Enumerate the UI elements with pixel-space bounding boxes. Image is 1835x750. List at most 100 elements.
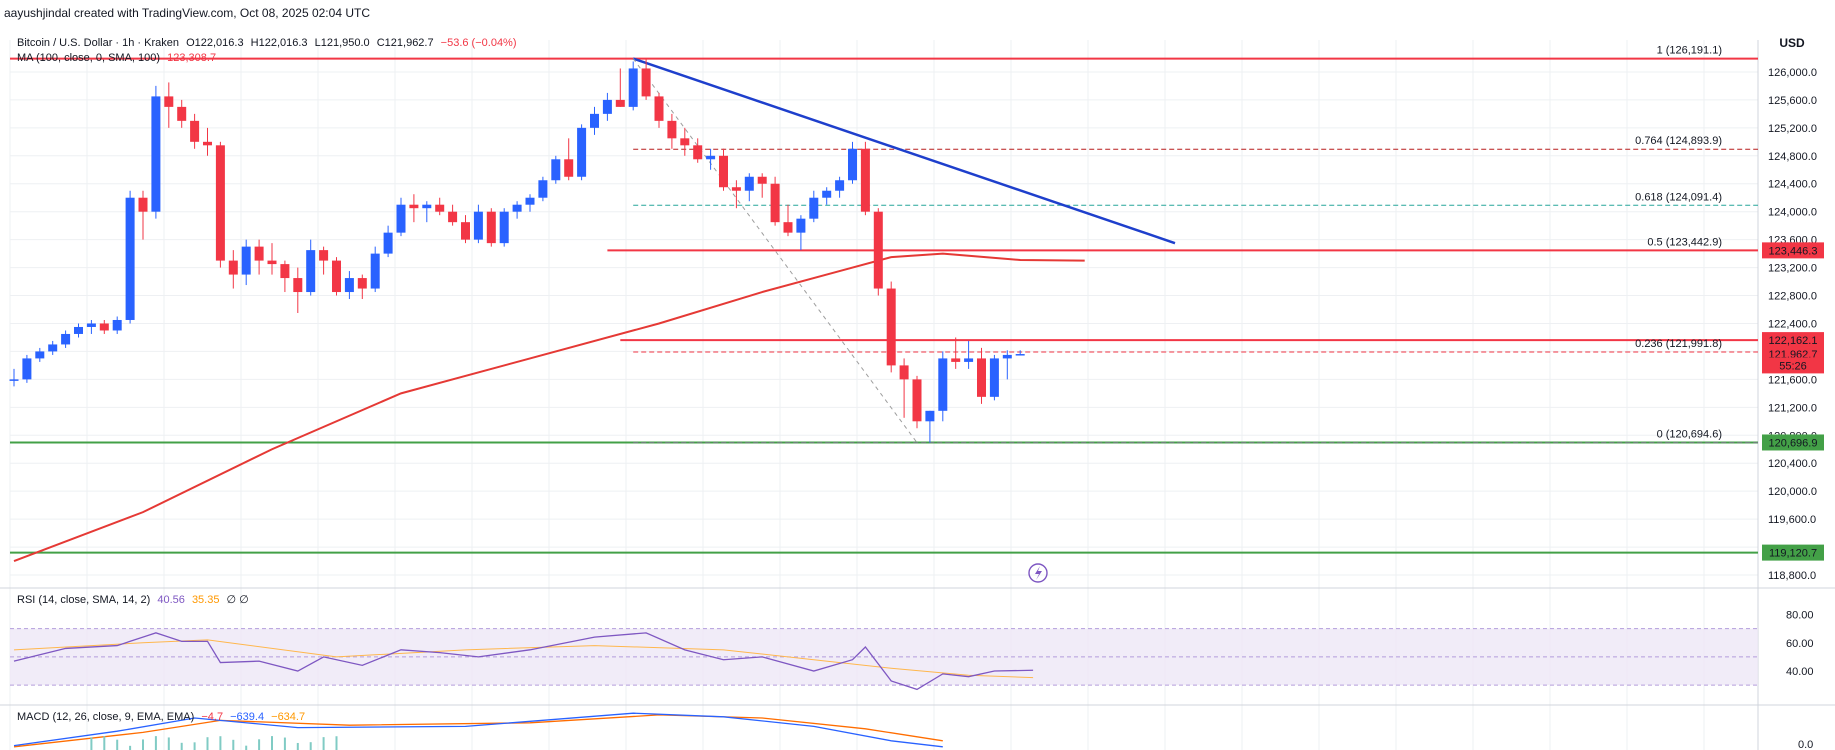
candle-body xyxy=(577,127,587,177)
candle-body xyxy=(693,145,703,160)
candle-body xyxy=(602,99,612,114)
candle-body xyxy=(951,358,961,362)
candle-body xyxy=(964,358,974,362)
currency-label[interactable]: USD xyxy=(1779,36,1805,50)
fib-level-label: 0 (120,694.6) xyxy=(1657,429,1722,441)
ohlc-open: O122,016.3 xyxy=(186,37,244,49)
rsi-line xyxy=(13,632,1034,691)
macd-legend[interactable]: MACD (12, 26, close, 9, EMA, EMA) −4.7 −… xyxy=(17,711,309,723)
drawings-layer xyxy=(632,57,1176,443)
macd-histogram-bar xyxy=(245,745,248,750)
fib-level-label: 0.5 (123,442.9) xyxy=(1647,237,1722,249)
price-tick-label: 121,600.0 xyxy=(1768,374,1817,386)
candle-body xyxy=(615,99,625,107)
candle-body xyxy=(344,278,354,293)
candle-body xyxy=(22,358,32,380)
candle-body xyxy=(525,197,535,205)
candle-body xyxy=(473,211,483,240)
candle-body xyxy=(654,96,664,121)
candle-body xyxy=(125,197,135,320)
candle-body xyxy=(461,222,470,240)
price-badge xyxy=(1762,544,1824,561)
price-badge xyxy=(1762,357,1824,374)
candle-body xyxy=(538,180,548,198)
candle-body xyxy=(564,159,574,177)
macd-histogram-bar xyxy=(322,737,325,750)
candle-body xyxy=(112,319,122,331)
candle-body xyxy=(228,260,238,275)
candle-body xyxy=(241,246,251,275)
candle-body xyxy=(86,323,96,327)
macd-label: MACD (12, 26, close, 9, EMA, EMA) xyxy=(17,711,195,723)
macd-histogram-bar xyxy=(232,739,235,750)
macd-histogram-bar xyxy=(90,737,93,750)
replay-lightning-icon[interactable] xyxy=(1028,563,1048,583)
candle-body xyxy=(486,211,496,244)
candle-body xyxy=(422,204,432,209)
symbol-legend[interactable]: Bitcoin / U.S. Dollar · 1h · Kraken O122… xyxy=(17,37,521,49)
macd-hist-value: −4.7 xyxy=(201,711,224,723)
macd-histogram-bar xyxy=(206,737,209,750)
candle-body xyxy=(590,113,599,128)
price-axis[interactable]: 126,000.0 125,600.0 125,200.0 124,800.0 124,… xyxy=(1768,67,1817,750)
candle-body xyxy=(1002,354,1012,359)
candle-body xyxy=(280,264,290,279)
macd-histogram-bar xyxy=(129,745,132,750)
candle-body xyxy=(744,176,754,191)
moving-average-layer xyxy=(13,252,1085,562)
candle-body xyxy=(860,148,870,212)
price-badge-label: 55:26 xyxy=(1779,360,1807,372)
macd-histogram-bar xyxy=(219,736,222,750)
price-badge xyxy=(1762,434,1824,451)
candle-body xyxy=(938,358,948,411)
candle-body xyxy=(977,358,986,397)
price-tick-label: 126,000.0 xyxy=(1768,67,1817,79)
macd-value: −639.4 xyxy=(230,711,265,723)
candle-body xyxy=(706,155,716,160)
horizontal-levels xyxy=(10,57,1758,554)
rsi-legend[interactable]: RSI (14, close, SMA, 14, 2) 40.56 35.35 … xyxy=(17,593,253,606)
macd-histogram-bar xyxy=(167,737,170,750)
price-badge-label: 122,162.1 xyxy=(1769,335,1818,347)
candle-body xyxy=(499,211,509,244)
descending-trendline xyxy=(632,57,1176,245)
candle-body xyxy=(551,159,561,181)
fib-level-label: 0.618 (124,091.4) xyxy=(1635,191,1722,203)
macd-histogram-bar xyxy=(154,736,157,750)
candle-body xyxy=(641,68,651,97)
candle-body xyxy=(74,326,83,334)
macd-histogram-bar xyxy=(309,742,312,750)
fib-level-label: 0.764 (124,893.9) xyxy=(1635,135,1722,147)
price-tick-label: 124,000.0 xyxy=(1768,207,1817,219)
candle-body xyxy=(435,204,445,212)
macd-histogram-bar xyxy=(193,742,196,750)
candle-body xyxy=(164,96,174,107)
candle-body xyxy=(383,232,393,254)
price-tick-label: 125,600.0 xyxy=(1768,95,1817,107)
candle-body xyxy=(796,218,806,233)
ma-legend[interactable]: MA (100, close, 0, SMA, 100) 123,308.7 xyxy=(17,52,220,64)
rsi-tick-label: 40.00 xyxy=(1786,666,1814,678)
macd-tick-label: 0.0 xyxy=(1798,739,1813,750)
candle-body xyxy=(628,68,638,107)
macd-histogram-bar xyxy=(142,739,144,750)
candle-body xyxy=(138,197,148,212)
macd-signal-line xyxy=(13,714,943,748)
candle-body xyxy=(319,250,329,261)
price-tick-label: 124,800.0 xyxy=(1768,151,1817,163)
candle-body xyxy=(886,288,896,366)
signal-value: −634.7 xyxy=(271,711,306,723)
rsi-tick-label: 60.00 xyxy=(1786,638,1814,650)
candle-body xyxy=(177,106,187,121)
candle-body xyxy=(757,176,767,184)
rsi-band xyxy=(10,628,1758,686)
price-tick-label: 122,400.0 xyxy=(1768,318,1817,330)
price-badges: 123,446.3122,162.1121,962.755:26120,696.… xyxy=(1762,242,1824,561)
price-badge-label: 120,696.9 xyxy=(1769,437,1818,449)
ohlc-change: −53.6 (−0.04%) xyxy=(440,37,517,49)
candle-body xyxy=(912,379,922,422)
candle-body xyxy=(809,197,819,219)
candle-body xyxy=(267,260,277,265)
chart-misc xyxy=(1028,563,1048,583)
